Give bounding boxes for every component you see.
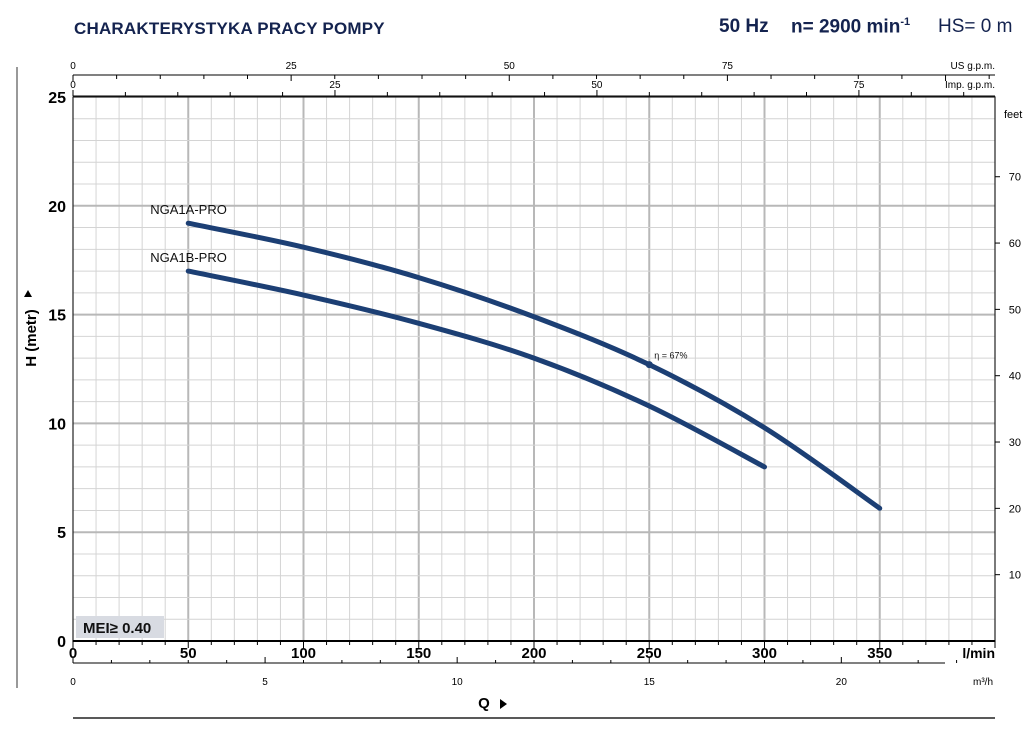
speed-label: n= 2900 min-1 [791,16,911,38]
feet-tick-label: 20 [1009,503,1021,515]
us-gpm-tick-label: 0 [70,61,76,72]
y-tick-label: 0 [57,634,66,651]
series-label-nga1b-pro: NGA1B-PRO [150,250,227,265]
x-tick-label: 0 [69,645,77,662]
us-gpm-tick-label: 75 [722,61,734,72]
y-tick-label: 5 [57,525,66,542]
m3h-tick-label: 20 [836,677,848,688]
imp-gpm-tick-label: 50 [591,80,603,91]
feet-tick-label: 60 [1009,238,1021,250]
m3h-tick-label: 15 [644,677,656,688]
m3h-tick-label: 0 [70,677,76,688]
y-tick-label: 25 [48,90,66,107]
x-tick-label: 150 [406,645,431,662]
feet-tick-label: 10 [1009,570,1021,582]
mei-badge-text: MEI≥ 0.40 [83,620,151,637]
series-line-nga1a-pro [185,220,883,511]
x-tick-label: 200 [521,645,546,662]
imp-gpm-tick-label: 25 [329,80,341,91]
imp-gpm-tick-label: 75 [853,80,865,91]
y-axis-arrow [24,290,32,297]
x-tick-label: 100 [291,645,316,662]
hs-label: HS= 0 m [938,16,1013,37]
us-gpm-tick-label: 50 [504,61,516,72]
x-tick-label: 50 [180,645,197,662]
x-tick-label: 300 [752,645,777,662]
series-label-nga1a-pro: NGA1A-PRO [150,202,227,217]
feet-tick-label: 50 [1009,304,1021,316]
mei-badge [76,616,164,638]
feet-unit: feet [1004,109,1022,121]
y-tick-label: 10 [48,416,66,433]
us-gpm-unit: US g.p.m. [951,61,995,72]
x-tick-label: 350 [867,645,892,662]
x-tick-label: 250 [637,645,662,662]
x-axis-arrow [500,699,507,709]
imp-gpm-unit: Imp. g.p.m. [945,80,995,91]
m3h-tick-label: 10 [452,677,464,688]
frequency-label: 50 Hz [719,16,769,37]
y-axis-label: H (metr) [23,309,40,367]
efficiency-label: η = 67% [654,351,687,361]
feet-tick-label: 40 [1009,371,1021,383]
m3h-tick-label: 5 [262,677,268,688]
efficiency-point [645,361,653,369]
lmin-unit: l/min [962,645,995,661]
y-tick-label: 20 [48,199,66,216]
y-tick-label: 15 [48,308,66,325]
x-axis-label: Q [478,695,490,712]
chart-title: CHARAKTERYSTYKA PRACY POMPY [74,19,385,38]
series-line-nga1b-pro [185,268,767,470]
imp-gpm-tick-label: 0 [70,80,76,91]
feet-tick-label: 70 [1009,172,1021,184]
us-gpm-tick-label: 25 [286,61,298,72]
m3h-unit: m³/h [973,677,993,688]
feet-tick-label: 30 [1009,437,1021,449]
